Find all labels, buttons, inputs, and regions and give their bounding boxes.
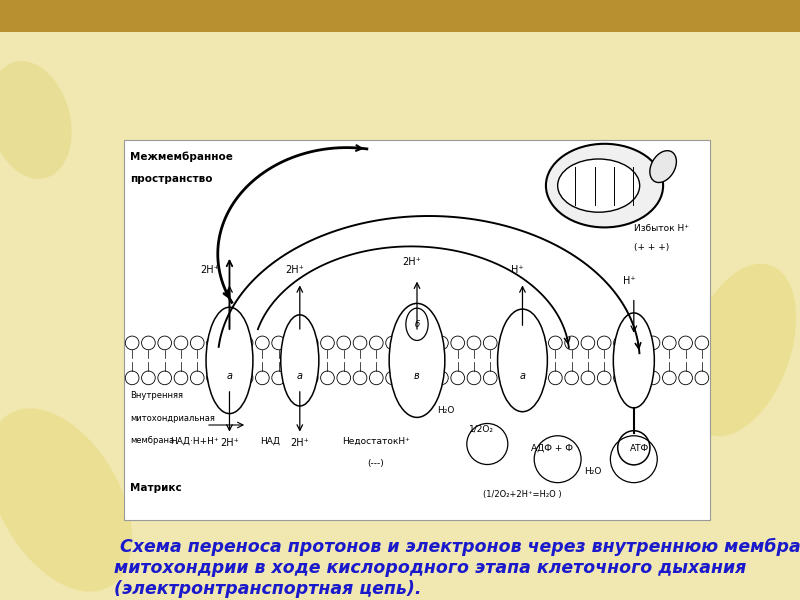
Text: Избыток Н⁺: Избыток Н⁺	[634, 224, 689, 233]
Text: АТФ: АТФ	[630, 444, 650, 453]
Text: а: а	[297, 371, 302, 380]
Text: Схема переноса протонов и электронов через внутреннюю мембрану
митохондрии в ход: Схема переноса протонов и электронов чер…	[114, 538, 800, 598]
Bar	[124, 140, 710, 520]
Text: 2Н⁺: 2Н⁺	[220, 438, 239, 448]
Text: в: в	[414, 371, 420, 380]
Text: 1/2О₂: 1/2О₂	[469, 425, 494, 434]
Text: АДФ + Ф: АДФ + Ф	[530, 444, 573, 453]
Text: 2Н⁺: 2Н⁺	[201, 265, 219, 275]
Text: а: а	[226, 371, 233, 380]
Ellipse shape	[389, 304, 445, 418]
Ellipse shape	[0, 61, 72, 179]
Text: мембрана: мембрана	[130, 436, 174, 445]
Ellipse shape	[406, 308, 428, 340]
Ellipse shape	[650, 151, 676, 182]
Ellipse shape	[498, 309, 547, 412]
Text: 2Н⁺: 2Н⁺	[290, 438, 310, 448]
Ellipse shape	[0, 409, 132, 592]
Text: НАД·Н+Н⁺: НАД·Н+Н⁺	[170, 436, 218, 445]
Text: Н₂О: Н₂О	[584, 467, 602, 476]
Text: Матрикс: Матрикс	[130, 484, 182, 493]
Text: митохондриальная: митохондриальная	[130, 413, 214, 422]
Text: (+ + +): (+ + +)	[634, 242, 669, 251]
Text: 2Н⁺: 2Н⁺	[286, 265, 304, 275]
Text: Н₂О: Н₂О	[438, 406, 455, 415]
Ellipse shape	[614, 313, 654, 408]
Text: НедостатокН⁺: НедостатокН⁺	[342, 436, 410, 445]
Text: Н⁺: Н⁺	[511, 265, 524, 275]
Text: Межмембранное: Межмембранное	[130, 151, 233, 162]
Ellipse shape	[684, 264, 796, 436]
Ellipse shape	[618, 431, 650, 465]
Ellipse shape	[206, 307, 253, 413]
Text: а: а	[519, 371, 526, 380]
Ellipse shape	[281, 315, 319, 406]
Ellipse shape	[558, 159, 640, 212]
Text: (1/2О₂+2Н⁺=Н₂О ): (1/2О₂+2Н⁺=Н₂О )	[483, 490, 562, 499]
Text: НАД: НАД	[261, 436, 281, 445]
Ellipse shape	[546, 144, 663, 227]
Bar	[0, 0, 800, 32]
Text: пространство: пространство	[130, 174, 212, 184]
Text: (---): (---)	[368, 459, 384, 468]
Text: Внутренняя: Внутренняя	[130, 391, 183, 400]
Text: Н⁺: Н⁺	[622, 276, 635, 286]
Text: 2Н⁺: 2Н⁺	[402, 257, 422, 268]
Text: б: б	[414, 320, 419, 329]
